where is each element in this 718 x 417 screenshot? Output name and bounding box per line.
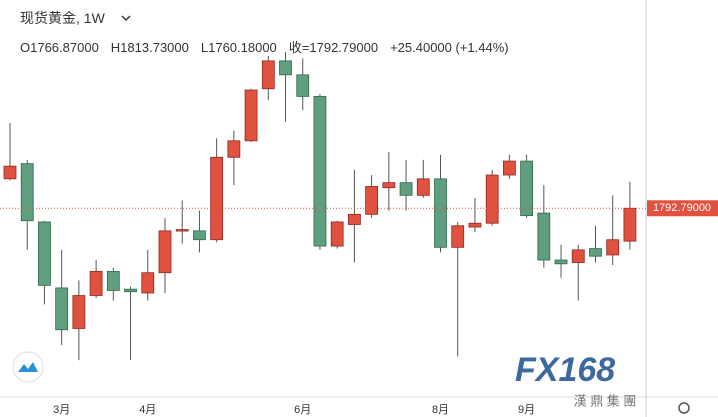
candle-body [227, 140, 241, 158]
candle-body [451, 225, 465, 248]
x-tick-label: 4月 [139, 404, 156, 416]
ohlc-row: O1766.87000 H1813.73000 L1760.18000 收=1792.… [20, 37, 521, 56]
candle-body [20, 163, 34, 222]
last-price-box [647, 200, 718, 217]
candle-body [520, 160, 533, 217]
candle-body [193, 230, 206, 241]
candle-body [589, 248, 602, 257]
candle-body [485, 174, 499, 224]
watermark-group: 漢 鼎 集 團 [574, 393, 637, 408]
candle-body [330, 221, 344, 247]
candle-body [468, 222, 482, 228]
candle-body [296, 74, 310, 97]
ohlc-change: +25.40000 (+1.44%) [390, 40, 509, 55]
candle-body [89, 271, 103, 296]
candle-body [106, 271, 120, 291]
candle-body [279, 60, 292, 76]
candle-body [158, 230, 172, 274]
candle-body [554, 259, 568, 265]
x-tick-label: 9月 [518, 404, 535, 416]
candle-body [124, 288, 137, 293]
symbol-title: 现货黄金, 1W [20, 10, 105, 26]
legend-header: 现货黄金, 1W O1766.87000 H1813.73000 L1760.180… [20, 8, 521, 56]
ohlc-open: O1766.87000 [20, 40, 99, 55]
candle-body [347, 213, 361, 225]
candle-body [38, 221, 51, 286]
x-tick-label: 8月 [432, 404, 449, 416]
candle-body [261, 60, 275, 90]
x-tick-label: 6月 [294, 404, 311, 416]
candle-body [502, 160, 516, 176]
candle-body [72, 295, 86, 329]
x-tick-label: 3月 [53, 404, 70, 416]
candle-body [141, 272, 155, 294]
logo-icon[interactable] [12, 351, 44, 383]
watermark-brand: FX168 [515, 351, 615, 389]
candle-body [434, 178, 447, 248]
candle-body [313, 95, 327, 247]
candle-body [210, 156, 224, 241]
candle-body [416, 178, 430, 196]
candle-body [382, 182, 396, 189]
candle-body [3, 165, 17, 180]
candle-body [244, 89, 258, 142]
candle-body [623, 207, 637, 242]
candle-body [365, 186, 379, 215]
ohlc-high: H1813.73000 [110, 40, 189, 55]
candle-body [571, 249, 585, 263]
candle-body [175, 229, 189, 232]
candle-body [537, 212, 551, 261]
candle-body [399, 182, 413, 196]
ohlc-low: L1760.18000 [200, 40, 277, 55]
last-price-label: 1792.79000 [653, 202, 711, 214]
candle-body [606, 239, 620, 256]
ohlc-close: 收=1792.79000 [288, 40, 379, 55]
settings-icon[interactable] [678, 402, 690, 414]
candle-body [55, 287, 69, 331]
interval-chevron[interactable] [121, 15, 131, 21]
